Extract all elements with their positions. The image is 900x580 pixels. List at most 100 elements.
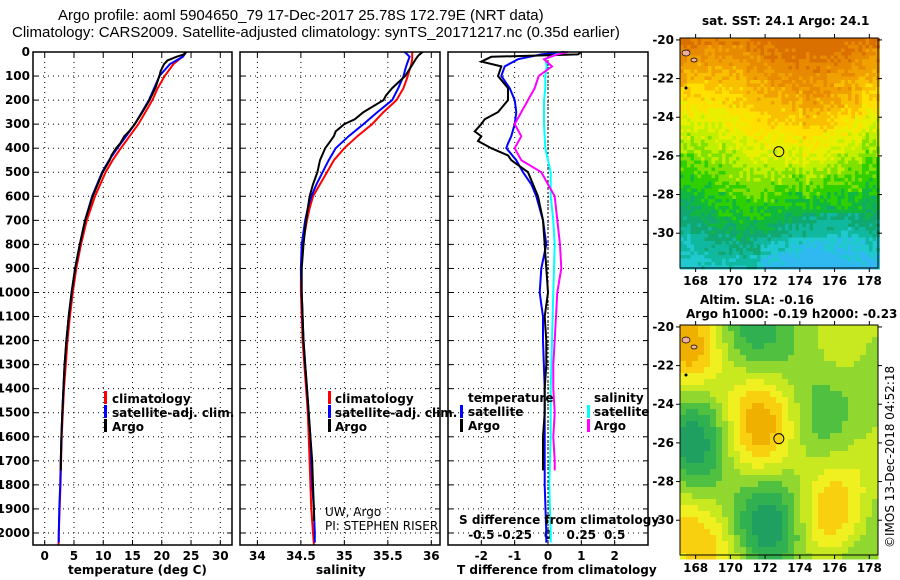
map-cell [799, 94, 803, 98]
map-cell [813, 160, 817, 165]
map-cell [701, 248, 705, 252]
map-cell [683, 122, 688, 126]
map-cell [711, 38, 716, 42]
map-cell [680, 355, 687, 362]
series-line-argo [59, 51, 187, 471]
y-tick-label: 800 [5, 237, 30, 251]
map-cell [806, 69, 810, 74]
map-cell [740, 379, 747, 386]
map-cell [776, 451, 783, 458]
map-cell [753, 90, 758, 95]
map-cell [858, 52, 863, 56]
map-cell [704, 355, 711, 362]
map-cell [687, 209, 691, 214]
map-cell [752, 325, 759, 332]
map-cell [725, 115, 730, 119]
map-cell [704, 178, 709, 182]
map-cell [686, 343, 693, 350]
map-cell [812, 421, 819, 428]
map-cell [830, 244, 835, 249]
map-cell [865, 76, 870, 81]
map-cell [862, 90, 866, 95]
map-cell [746, 361, 753, 368]
map-cell [844, 73, 849, 77]
map-cell [692, 379, 699, 386]
map-cell [687, 73, 691, 77]
map-cell [862, 251, 866, 256]
map-cell [718, 153, 723, 158]
map-cell [701, 101, 705, 105]
map-cell [716, 385, 723, 392]
map-cell [722, 97, 726, 102]
map-cell [806, 237, 810, 242]
map-cell [813, 55, 817, 60]
map-cell [743, 38, 747, 42]
map-cell [837, 150, 842, 154]
map-cell [824, 481, 831, 488]
map-cell [795, 167, 800, 172]
map-cell [820, 122, 824, 126]
map-cell [809, 185, 814, 189]
map-cell [680, 216, 684, 221]
map-cell [813, 76, 817, 81]
map-cell [872, 331, 879, 338]
map-cell [776, 415, 783, 422]
map-cell [872, 55, 877, 60]
map-cell [866, 325, 873, 332]
map-cell [855, 108, 859, 112]
map-cell [774, 248, 779, 252]
map-cell [855, 195, 859, 200]
map-cell [792, 171, 796, 175]
map-cell [788, 136, 793, 140]
map-cell [683, 216, 688, 221]
map-cell [698, 469, 705, 476]
map-cell [716, 415, 723, 422]
map-cell [701, 209, 705, 214]
map-cell [704, 41, 709, 46]
map-cell [728, 361, 735, 368]
map-cell [760, 150, 765, 154]
map-cell [764, 206, 768, 210]
map-cell [858, 80, 863, 84]
map-cell [841, 244, 845, 249]
map-cell [851, 125, 856, 130]
map-cell [799, 122, 803, 126]
map-cell [851, 146, 856, 151]
map-cell [736, 136, 740, 140]
map-cell [746, 69, 751, 74]
map-cell [865, 230, 870, 235]
map-cell [827, 174, 831, 179]
map-cell [860, 385, 867, 392]
map-cell [788, 385, 795, 392]
map-cell [690, 213, 695, 217]
map-cell [795, 101, 800, 105]
map-cell [788, 73, 793, 77]
map-cell [750, 258, 754, 263]
map-cell [757, 115, 761, 119]
map-cell [781, 213, 786, 217]
map-cell [760, 202, 765, 207]
map-cell [824, 331, 831, 338]
map-cell [816, 192, 821, 196]
map-cell [708, 234, 712, 238]
map-cell [683, 164, 688, 168]
map-cell [743, 202, 747, 207]
map-cell [690, 164, 695, 168]
map-cell [837, 45, 842, 49]
map-cell [743, 230, 747, 235]
map-cell [732, 174, 737, 179]
map-cell [855, 244, 859, 249]
map-cell [799, 209, 803, 214]
map-cell [683, 244, 688, 249]
map-cell [837, 104, 842, 109]
map-cell [690, 48, 695, 53]
map-cell [802, 188, 807, 193]
map-cell [869, 262, 873, 266]
map-cell [771, 38, 775, 42]
map-cell [830, 153, 835, 158]
map-cell [836, 367, 843, 374]
map-cell [753, 195, 758, 200]
map-cell [795, 76, 800, 81]
map-cell [701, 157, 705, 161]
map-cell [697, 248, 702, 252]
